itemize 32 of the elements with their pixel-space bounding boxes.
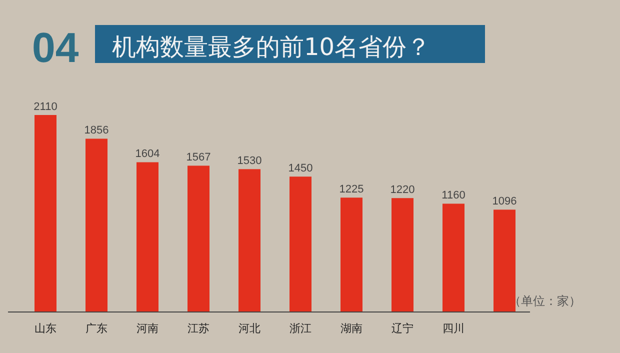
chart-title: 机构数量最多的前10名省份？ — [112, 33, 431, 61]
bar — [34, 115, 56, 312]
data-label: 1160 — [442, 190, 466, 202]
bar — [136, 162, 158, 312]
x-tick-label: 江苏 — [188, 322, 210, 335]
data-label: 1450 — [288, 162, 313, 175]
text: 04 — [32, 24, 80, 71]
data-label: 1220 — [390, 184, 415, 196]
data-label: 1604 — [135, 148, 160, 160]
x-tick-label: 辽宁 — [392, 322, 414, 335]
data-label: 1856 — [84, 124, 109, 137]
x-tick-label: 河北 — [238, 322, 260, 335]
x-tick-label: 广东 — [86, 322, 108, 335]
bar — [290, 176, 312, 312]
bar — [442, 204, 464, 312]
data-label: 1096 — [492, 196, 517, 208]
x-tick-label: 四川 — [442, 322, 464, 335]
bar — [494, 210, 516, 312]
bar — [392, 198, 414, 312]
bar — [238, 169, 260, 312]
bar — [188, 166, 210, 312]
x-tick-label: 山东 — [34, 322, 56, 335]
annotation: （单位：家） — [509, 294, 581, 308]
x-tick-label: 湖南 — [340, 322, 362, 335]
data-label: 1225 — [339, 184, 364, 196]
data-label: 2110 — [34, 101, 58, 113]
x-tick-label: 河南 — [136, 322, 158, 335]
bar — [340, 198, 362, 312]
x-tick-label: 浙江 — [290, 322, 312, 335]
data-label: 1530 — [237, 155, 262, 168]
data-label: 1567 — [186, 152, 211, 164]
bar — [86, 138, 108, 312]
